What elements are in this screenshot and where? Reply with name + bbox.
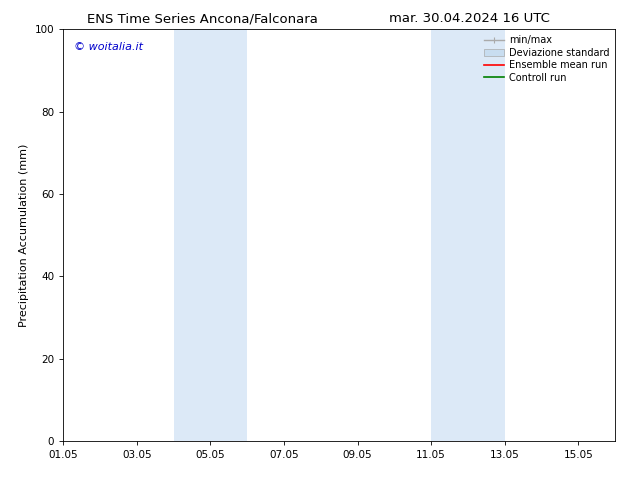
Text: mar. 30.04.2024 16 UTC: mar. 30.04.2024 16 UTC bbox=[389, 12, 550, 25]
Legend: min/max, Deviazione standard, Ensemble mean run, Controll run: min/max, Deviazione standard, Ensemble m… bbox=[481, 32, 612, 85]
Text: © woitalia.it: © woitalia.it bbox=[74, 42, 143, 52]
Bar bbox=[174, 29, 247, 441]
Bar bbox=[431, 29, 505, 441]
Y-axis label: Precipitation Accumulation (mm): Precipitation Accumulation (mm) bbox=[19, 144, 29, 327]
Text: ENS Time Series Ancona/Falconara: ENS Time Series Ancona/Falconara bbox=[87, 12, 318, 25]
